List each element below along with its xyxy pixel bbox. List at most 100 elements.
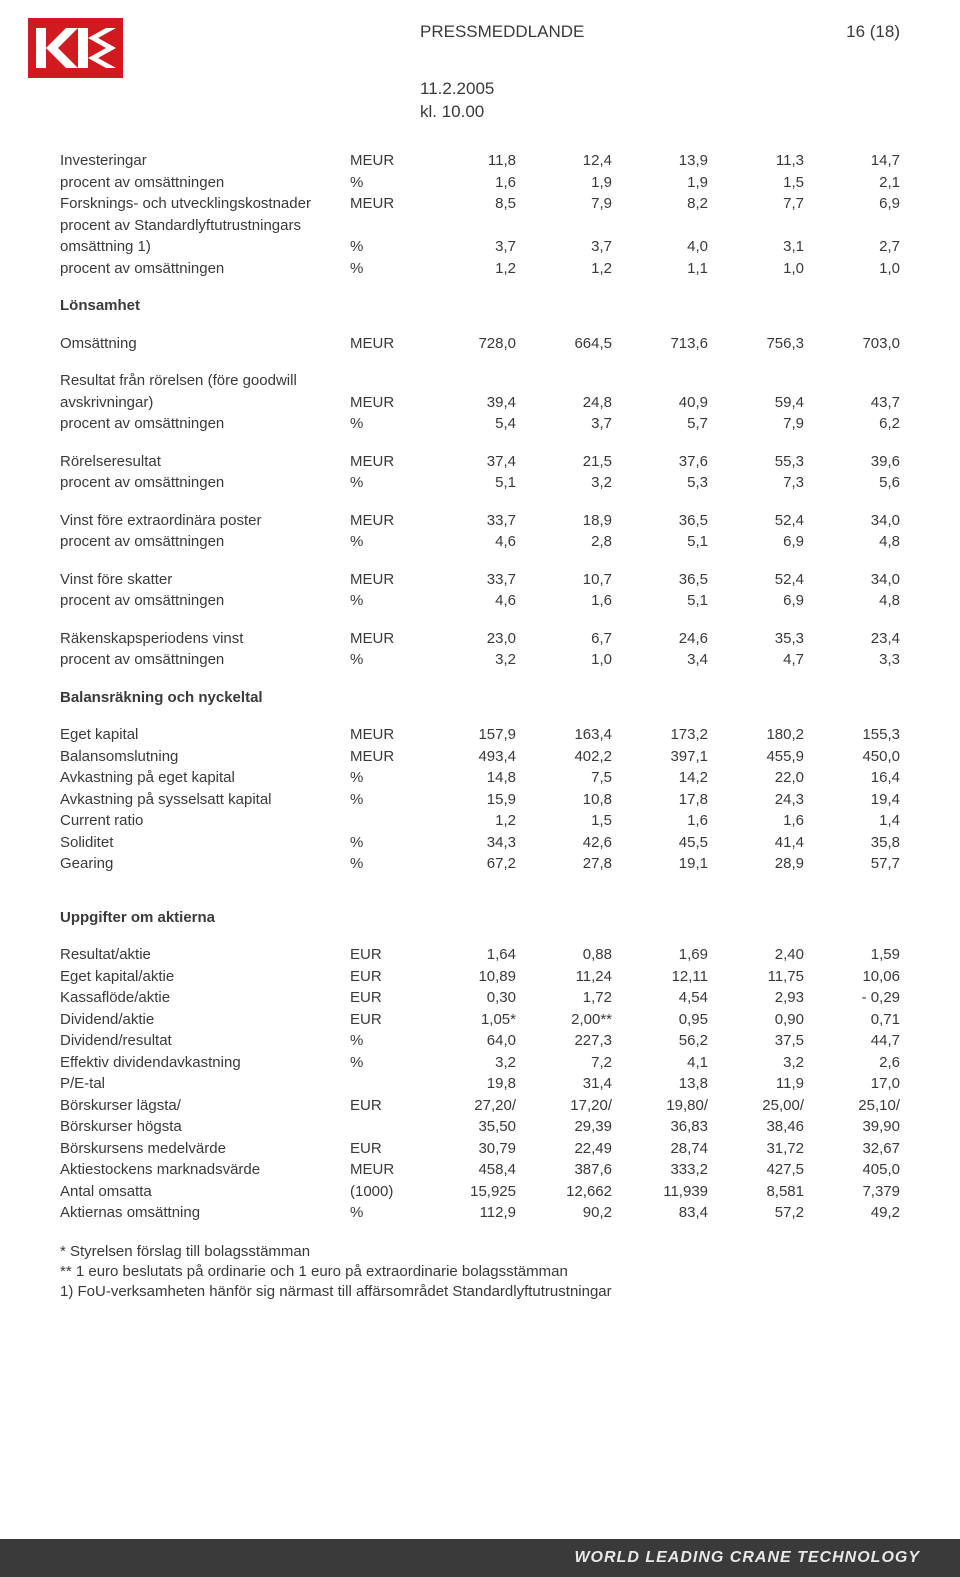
row-value: 5,6 xyxy=(804,472,900,494)
row-value: 23,4 xyxy=(804,628,900,650)
row-value: 35,3 xyxy=(708,628,804,650)
row-value: 7,9 xyxy=(708,413,804,435)
row-value: 4,7 xyxy=(708,649,804,671)
row-value: 12,11 xyxy=(612,966,708,988)
row-value: 1,6 xyxy=(612,810,708,832)
row-label: Current ratio xyxy=(60,810,350,832)
table-row: Avkastning på eget kapital%14,87,514,222… xyxy=(60,767,900,789)
row-value: 45,5 xyxy=(612,832,708,854)
row-value: 1,59 xyxy=(804,944,900,966)
row-value: 3,7 xyxy=(516,236,612,258)
row-unit: (1000) xyxy=(350,1181,420,1203)
row-value: 5,7 xyxy=(612,413,708,435)
doc-title: PRESSMEDDLANDE xyxy=(420,22,584,42)
content: InvesteringarMEUR11,812,413,911,314,7pro… xyxy=(60,150,900,1302)
row-value: 15,9 xyxy=(420,789,516,811)
row-value: 450,0 xyxy=(804,746,900,768)
row-value: 703,0 xyxy=(804,333,900,355)
row-value: 6,9 xyxy=(708,531,804,553)
spacer-row xyxy=(60,928,900,944)
row-value: 6,9 xyxy=(708,590,804,612)
row-value: 21,5 xyxy=(516,451,612,473)
table-row: Börskursens medelvärdeEUR30,7922,4928,74… xyxy=(60,1138,900,1160)
row-value: 3,1 xyxy=(708,236,804,258)
row-value: 44,7 xyxy=(804,1030,900,1052)
row-unit: MEUR xyxy=(350,724,420,746)
row-value: 3,4 xyxy=(612,649,708,671)
row-unit: MEUR xyxy=(350,392,420,414)
row-unit: EUR xyxy=(350,944,420,966)
row-label: omsättning 1) xyxy=(60,236,350,258)
row-value: 67,2 xyxy=(420,853,516,875)
row-value: 22,0 xyxy=(708,767,804,789)
table-row: Resultat/aktieEUR1,640,881,692,401,59 xyxy=(60,944,900,966)
row-label: Kassaflöde/aktie xyxy=(60,987,350,1009)
row-value: 1,5 xyxy=(708,172,804,194)
row-value: - 0,29 xyxy=(804,987,900,1009)
row-unit: EUR xyxy=(350,987,420,1009)
row-value: 0,90 xyxy=(708,1009,804,1031)
row-unit: % xyxy=(350,531,420,553)
row-value: 27,20/ xyxy=(420,1095,516,1117)
row-unit: % xyxy=(350,1052,420,1074)
row-unit: % xyxy=(350,767,420,789)
date-line2: kl. 10.00 xyxy=(420,102,484,121)
row-value: 14,8 xyxy=(420,767,516,789)
section-heading: Uppgifter om aktierna xyxy=(60,907,900,929)
row-value: 0,88 xyxy=(516,944,612,966)
table-row: Aktiernas omsättning%112,990,283,457,249… xyxy=(60,1202,900,1224)
table-row: Kassaflöde/aktieEUR0,301,724,542,93- 0,2… xyxy=(60,987,900,1009)
spacer-row xyxy=(60,875,900,891)
row-value: 14,2 xyxy=(612,767,708,789)
row-value xyxy=(708,215,804,237)
row-value: 0,71 xyxy=(804,1009,900,1031)
row-value: 7,3 xyxy=(708,472,804,494)
row-value: 41,4 xyxy=(708,832,804,854)
table-row: Dividend/resultat%64,0227,356,237,544,7 xyxy=(60,1030,900,1052)
row-value: 4,8 xyxy=(804,531,900,553)
row-value: 1,9 xyxy=(516,172,612,194)
row-value: 1,2 xyxy=(420,810,516,832)
row-value: 42,6 xyxy=(516,832,612,854)
row-label: procent av omsättningen xyxy=(60,172,350,194)
row-label: Soliditet xyxy=(60,832,350,854)
row-value: 1,69 xyxy=(612,944,708,966)
row-value: 13,8 xyxy=(612,1073,708,1095)
table-row: Vinst före extraordinära posterMEUR33,71… xyxy=(60,510,900,532)
row-value: 39,90 xyxy=(804,1116,900,1138)
row-value xyxy=(420,370,516,392)
row-value: 157,9 xyxy=(420,724,516,746)
row-value: 455,9 xyxy=(708,746,804,768)
row-unit: MEUR xyxy=(350,628,420,650)
page: PRESSMEDDLANDE 16 (18) 11.2.2005 kl. 10.… xyxy=(0,0,960,1577)
row-unit: MEUR xyxy=(350,150,420,172)
row-label: avskrivningar) xyxy=(60,392,350,414)
row-value: 180,2 xyxy=(708,724,804,746)
row-unit: MEUR xyxy=(350,746,420,768)
row-value: 5,1 xyxy=(420,472,516,494)
row-value: 1,9 xyxy=(612,172,708,194)
row-label: Vinst före extraordinära poster xyxy=(60,510,350,532)
row-unit: EUR xyxy=(350,1138,420,1160)
row-value: 11,3 xyxy=(708,150,804,172)
row-value: 5,4 xyxy=(420,413,516,435)
table-row: Forsknings- och utvecklingskostnaderMEUR… xyxy=(60,193,900,215)
table-row: procent av Standardlyftutrustningars xyxy=(60,215,900,237)
row-value: 1,1 xyxy=(612,258,708,280)
row-value: 10,8 xyxy=(516,789,612,811)
row-value: 1,0 xyxy=(516,649,612,671)
table-row: procent av omsättningen%4,61,65,16,94,8 xyxy=(60,590,900,612)
row-value: 19,1 xyxy=(612,853,708,875)
row-value: 57,2 xyxy=(708,1202,804,1224)
row-value: 40,9 xyxy=(612,392,708,414)
row-value: 17,0 xyxy=(804,1073,900,1095)
table-row: omsättning 1)%3,73,74,03,12,7 xyxy=(60,236,900,258)
row-value: 33,7 xyxy=(420,569,516,591)
spacer-row xyxy=(60,279,900,295)
row-unit: % xyxy=(350,258,420,280)
table-row: Effektiv dividendavkastning%3,27,24,13,2… xyxy=(60,1052,900,1074)
row-value: 17,8 xyxy=(612,789,708,811)
row-unit: EUR xyxy=(350,1009,420,1031)
row-value: 15,925 xyxy=(420,1181,516,1203)
row-value: 30,79 xyxy=(420,1138,516,1160)
